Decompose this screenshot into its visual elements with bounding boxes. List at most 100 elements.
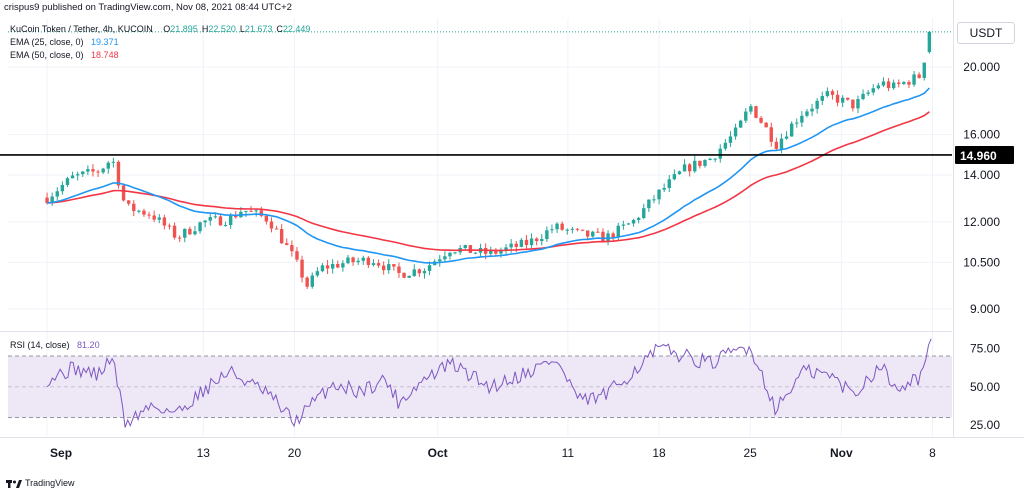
candle-body [601,231,605,242]
candle-up [795,118,799,128]
candle-down [269,217,274,233]
support-label-box [955,145,1014,164]
candle-body [580,229,585,231]
candles [45,30,932,289]
tradingview-footer[interactable]: TradingView [6,478,75,489]
candle-up [820,91,824,106]
candle-body [142,210,146,215]
candle-body [596,231,600,233]
candle-up [65,176,70,188]
time-tick-label: 18 [652,446,666,460]
candle-up [101,167,105,175]
candle-up [682,159,687,172]
currency-button[interactable]: USDT [957,22,1015,44]
price-tick-label: 16.000 [963,128,1000,142]
ema25-value: 19.371 [91,37,119,47]
rsi-tick-label: 50.00 [970,380,1000,394]
candle-body [886,81,891,89]
candle-body [912,74,916,85]
candle-body [897,82,901,84]
candle-body [223,225,228,227]
candle-up [891,79,896,90]
candle-body [55,191,59,197]
candle-up [86,165,90,176]
price-tick-label: 10.500 [963,255,1000,269]
candle-body [274,228,279,230]
candle-body [795,122,799,124]
time-tick-label: 11 [562,446,575,460]
ema25-line [47,87,930,264]
candle-up [723,139,728,151]
candle-up [800,111,804,128]
candle-body [183,228,187,238]
candle-up [137,209,141,214]
candle-body [636,217,641,220]
candle-down [468,245,473,254]
candle-body [922,62,926,78]
candle-down [580,229,585,232]
candle-up [422,268,427,279]
candle-body [111,161,116,163]
candle-up [448,251,452,260]
candle-body [519,239,524,247]
candle-up [254,209,258,217]
candle-body [825,91,830,97]
candle-body [682,164,687,172]
candle-body [193,231,197,235]
ema25-legend[interactable]: EMA (25, close, 0) 19.371 [10,37,119,47]
candle-body [657,189,661,200]
candle-up [728,131,733,148]
candle-body [234,215,238,218]
price-axis: 9.000 10.500 12.000 14.000 16.000 20.000 [963,60,1000,316]
candle-body [789,123,794,137]
ema50-legend[interactable]: EMA (50, close, 0) 18.748 [10,50,119,60]
candle-body [876,85,881,89]
candle-up [341,260,345,272]
candle-up [871,84,875,96]
candle-up [621,220,626,230]
candle-down [897,79,901,88]
candle-up [912,70,916,87]
candle-down [851,99,855,112]
candle-body [662,187,666,190]
ohlc-values: O21.895 H22.520 L21.673 C22.449 [155,24,310,34]
candle-down [596,227,600,233]
candle-down [116,160,121,189]
candle-body [642,208,646,218]
candle-body [295,251,299,260]
candle-body [96,171,100,173]
candle-up [744,108,748,124]
candle-body [759,117,763,123]
candle-down [687,162,692,177]
candle-body [218,216,223,226]
candle-down [381,261,386,275]
candle-body [376,263,381,266]
candle-body [422,270,427,274]
candle-body [570,228,575,230]
candle-up [738,119,743,128]
rsi-legend[interactable]: RSI (14, close) 81.20 [10,340,100,350]
candle-body [672,174,677,180]
candle-body [132,203,136,212]
candle-up [555,222,559,234]
price-tick-label: 14.000 [963,168,1000,182]
candle-up [565,228,569,235]
candle-up [320,263,325,273]
candle-body [534,238,539,242]
time-tick-label: Oct [428,446,448,460]
candle-body [810,108,814,112]
candle-down [774,137,779,151]
candle-down [142,208,146,217]
candle-down [96,169,100,178]
candle-body [769,127,773,142]
candle-body [320,265,325,272]
candle-body [121,185,126,201]
symbol-legend: KuCoin Token / Tether, 4h, KUCOIN O21.89… [10,24,310,34]
candle-up [356,257,360,265]
candle-down [769,122,773,147]
ohlc-value: 21.895 [170,24,198,34]
candle-body [402,272,406,278]
candle-up [866,89,870,96]
